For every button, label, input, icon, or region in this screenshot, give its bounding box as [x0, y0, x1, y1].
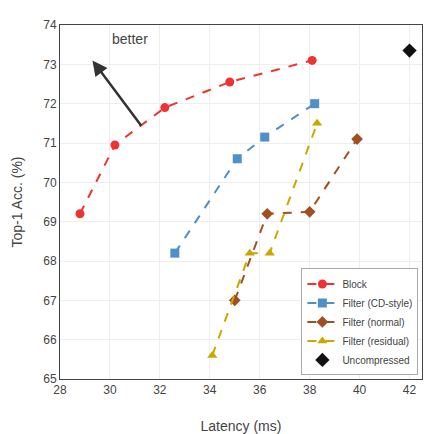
svg-text:Block: Block	[342, 279, 367, 290]
svg-text:better: better	[112, 31, 148, 47]
svg-text:42: 42	[403, 383, 417, 397]
svg-text:69: 69	[43, 215, 57, 229]
svg-text:70: 70	[43, 176, 57, 190]
svg-text:28: 28	[53, 383, 67, 397]
svg-text:30: 30	[103, 383, 117, 397]
svg-text:32: 32	[153, 383, 167, 397]
svg-text:Filter (normal): Filter (normal)	[342, 317, 404, 328]
svg-text:Latency (ms): Latency (ms)	[201, 418, 282, 434]
svg-text:34: 34	[203, 383, 217, 397]
svg-text:36: 36	[253, 383, 267, 397]
svg-text:65: 65	[43, 372, 57, 386]
svg-text:Uncompressed: Uncompressed	[342, 355, 409, 366]
svg-text:72: 72	[43, 97, 57, 111]
svg-text:Filter (CD-style): Filter (CD-style)	[342, 298, 412, 309]
svg-text:38: 38	[303, 383, 317, 397]
svg-text:67: 67	[43, 294, 57, 308]
svg-text:73: 73	[43, 58, 57, 72]
svg-text:40: 40	[353, 383, 367, 397]
svg-text:71: 71	[43, 136, 57, 150]
svg-text:66: 66	[43, 333, 57, 347]
svg-text:74: 74	[43, 18, 57, 32]
svg-text:Top-1 Acc. (%): Top-1 Acc. (%)	[9, 156, 25, 247]
svg-text:Filter (residual): Filter (residual)	[342, 336, 409, 347]
svg-text:68: 68	[43, 254, 57, 268]
